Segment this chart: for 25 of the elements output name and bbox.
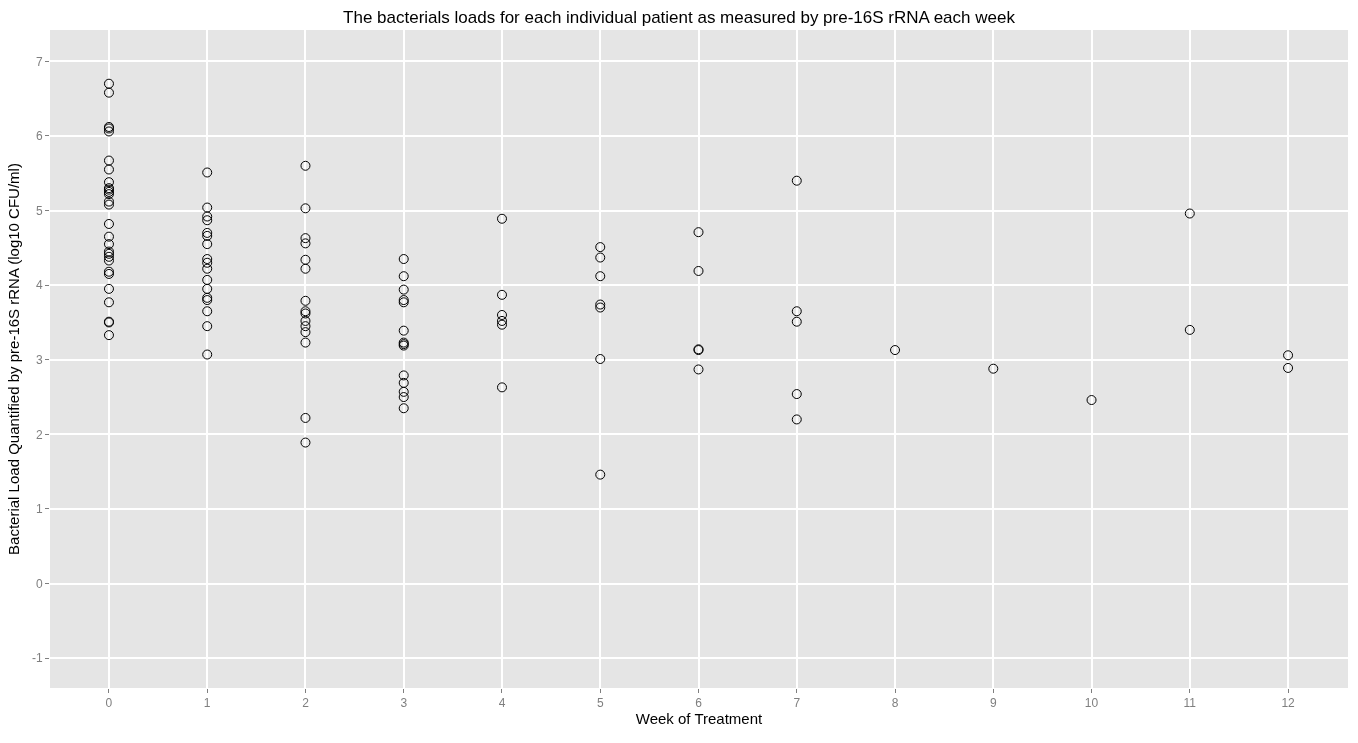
y-axis-title: Bacterial Load Quantified by pre-16S rRNA (log10 CFU/ml) bbox=[5, 163, 23, 555]
x-tick-label: 3 bbox=[400, 696, 408, 711]
x-tick-label: 4 bbox=[498, 696, 506, 711]
x-tick-label: 10 bbox=[1084, 696, 1099, 711]
chart-title: The bacterials loads for each individual patient as measured by pre-16S rRNA each week bbox=[343, 8, 1016, 28]
x-axis-title: Week of Treatment bbox=[635, 710, 764, 728]
y-tick-label: 3 bbox=[35, 352, 43, 367]
y-tick-label: 1 bbox=[35, 502, 43, 517]
y-tick-label: -1 bbox=[31, 651, 43, 666]
x-tick-label: 9 bbox=[989, 696, 997, 711]
x-tick-label: 2 bbox=[302, 696, 310, 711]
x-tick-label: 12 bbox=[1281, 696, 1296, 711]
x-tick-label: 0 bbox=[105, 696, 113, 711]
y-tick-label: 7 bbox=[35, 54, 43, 69]
x-tick-label: 7 bbox=[793, 696, 801, 711]
x-tick-label: 6 bbox=[695, 696, 703, 711]
x-tick-label: 1 bbox=[203, 696, 211, 711]
y-tick-label: 4 bbox=[35, 278, 43, 293]
x-tick-label: 8 bbox=[891, 696, 899, 711]
y-tick-label: 0 bbox=[35, 576, 43, 591]
y-tick-label: 2 bbox=[35, 427, 43, 442]
x-tick-label: 11 bbox=[1183, 696, 1197, 711]
y-tick-label: 5 bbox=[35, 203, 43, 218]
y-tick-label: 6 bbox=[35, 129, 43, 144]
x-tick-label: 5 bbox=[596, 696, 604, 711]
